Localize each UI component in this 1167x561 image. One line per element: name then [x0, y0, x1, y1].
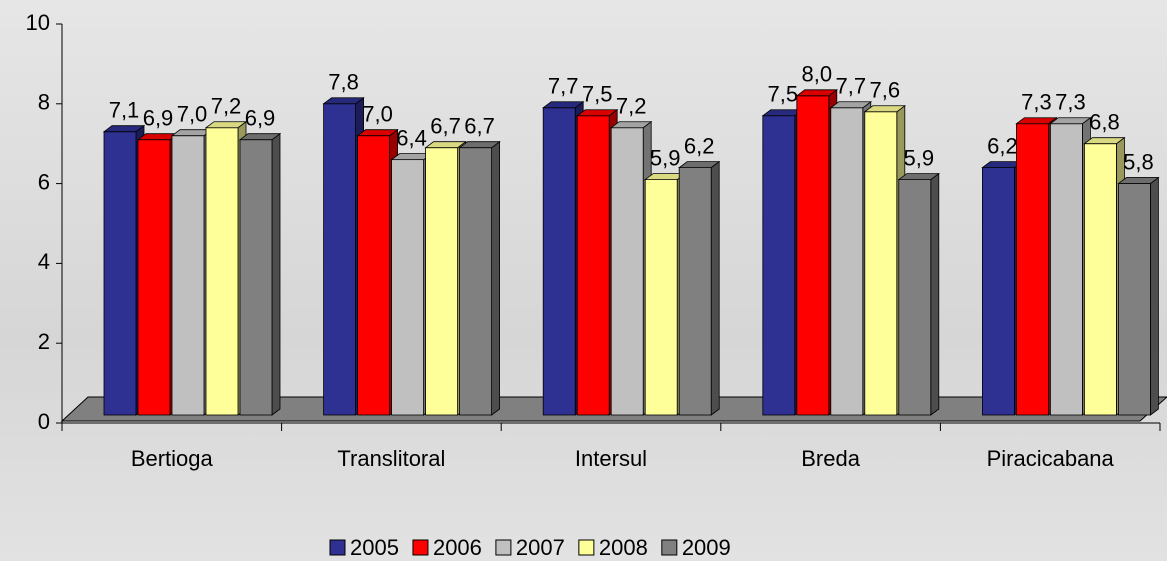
data-label: 6,2: [987, 133, 1018, 158]
data-label: 7,7: [836, 74, 867, 99]
legend-swatch: [578, 539, 595, 556]
bar: [459, 147, 493, 416]
bar-top: [897, 173, 940, 180]
data-label: 5,9: [904, 145, 935, 170]
bar: [542, 107, 576, 416]
bar: [137, 139, 171, 416]
bar: [830, 107, 864, 416]
bar-top: [1049, 117, 1092, 125]
bar: [103, 131, 137, 416]
bar-top: [678, 161, 721, 169]
bar-top: [322, 97, 365, 105]
data-label: 7,5: [582, 82, 613, 107]
legend-label: 2009: [682, 535, 731, 560]
bar: [391, 159, 425, 416]
y-tick-label: 6: [38, 169, 50, 194]
data-label: 7,1: [109, 98, 140, 123]
data-label: 5,8: [1123, 149, 1154, 174]
data-label: 7,6: [870, 78, 901, 103]
bar-side: [491, 140, 501, 416]
x-tick-label: Bertioga: [131, 446, 214, 471]
data-label: 7,3: [1021, 90, 1052, 115]
data-label: 7,0: [362, 102, 393, 127]
bar-top: [238, 133, 282, 141]
data-label: 7,7: [548, 74, 579, 99]
bar-top: [458, 141, 501, 149]
bar: [1084, 143, 1117, 416]
bar: [864, 111, 898, 416]
bar: [610, 127, 644, 416]
bar: [982, 167, 1015, 416]
bar-top: [542, 101, 585, 109]
data-label: 6,8: [1089, 109, 1120, 134]
x-tick-label: Piracicabana: [987, 446, 1115, 471]
bar: [762, 115, 796, 416]
bar-top: [356, 129, 399, 137]
bar-top: [102, 125, 146, 133]
bar: [678, 167, 712, 416]
bar: [898, 179, 932, 416]
bar: [239, 139, 273, 416]
data-label: 7,2: [616, 94, 647, 119]
data-label: 7,3: [1055, 90, 1086, 115]
data-label: 6,7: [430, 113, 461, 138]
bar-side: [710, 160, 720, 416]
bar-top: [795, 89, 838, 97]
data-label: 6,9: [245, 106, 276, 131]
bar: [576, 115, 610, 416]
bar-top: [1117, 177, 1160, 184]
legend-label: 2008: [599, 535, 648, 560]
data-label: 6,7: [464, 113, 495, 138]
legend-swatch: [661, 539, 678, 556]
bar-top: [424, 141, 467, 149]
y-tick-label: 4: [38, 249, 50, 274]
bar-side: [1150, 176, 1159, 416]
legend-label: 2006: [433, 535, 482, 560]
data-label: 7,0: [177, 102, 208, 127]
bar: [1050, 123, 1083, 416]
bar-top: [1015, 117, 1058, 125]
data-label: 6,9: [143, 106, 174, 131]
bar: [171, 135, 205, 416]
y-tick-label: 2: [38, 329, 50, 354]
bar: [357, 135, 391, 416]
y-tick-label: 10: [26, 10, 50, 35]
bar: [323, 103, 357, 416]
x-tick-label: Intersul: [575, 446, 647, 471]
bar: [1118, 183, 1151, 416]
bar: [205, 127, 239, 416]
bar-top: [576, 109, 619, 117]
legend-swatch: [329, 539, 346, 556]
bar-top: [204, 121, 248, 129]
data-label: 6,4: [396, 125, 427, 150]
legend-label: 2007: [516, 535, 565, 560]
x-tick-label: Translitoral: [337, 446, 445, 471]
data-label: 7,5: [768, 82, 799, 107]
bar: [425, 147, 459, 416]
bar-side: [930, 172, 940, 416]
bar-top: [1083, 137, 1126, 145]
bar: [644, 179, 678, 416]
bar-top: [610, 121, 653, 129]
data-label: 5,9: [650, 145, 681, 170]
y-tick-label: 8: [38, 90, 50, 115]
data-label: 7,2: [211, 94, 242, 119]
legend-swatch: [412, 539, 429, 556]
x-tick-label: Breda: [801, 446, 860, 471]
data-label: 6,2: [684, 133, 715, 158]
bar: [1016, 123, 1049, 416]
legend-label: 2005: [350, 535, 399, 560]
bar-top: [863, 105, 906, 113]
bar: [796, 95, 830, 416]
data-label: 8,0: [802, 62, 833, 87]
legend-swatch: [495, 539, 512, 556]
bar-side: [271, 132, 281, 416]
data-label: 7,8: [328, 70, 359, 95]
bar-top: [829, 101, 872, 109]
y-tick-label: 0: [38, 409, 50, 434]
